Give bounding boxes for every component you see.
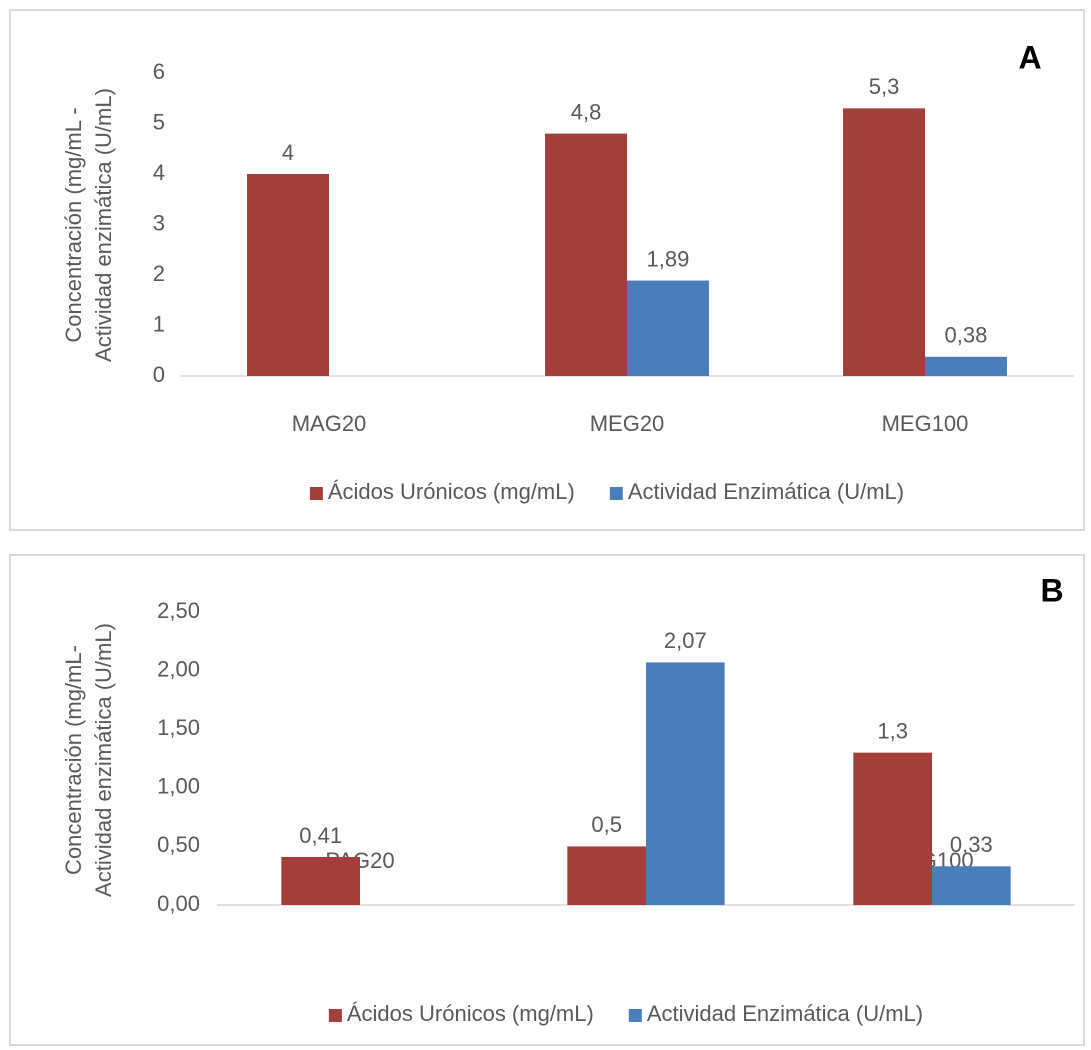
- bar: [627, 280, 709, 376]
- legend-swatch: [309, 487, 323, 500]
- y-tick-label: 0: [153, 362, 165, 387]
- bar: [932, 866, 1011, 905]
- bar: [545, 133, 627, 376]
- data-label: 0,5: [591, 812, 622, 837]
- y-tick-label: 3: [153, 210, 165, 235]
- legend-swatch: [609, 487, 623, 500]
- y-axis-title: Concentración (mg/mL-: [61, 645, 86, 875]
- y-axis-title: Actividad enzimática (U/mL): [91, 88, 116, 362]
- legend-item: Ácidos Urónicos (mg/mL): [328, 1001, 594, 1026]
- legend-label: Ácidos Urónicos (mg/mL): [347, 1001, 594, 1026]
- legend-item: Ácidos Urónicos (mg/mL): [309, 479, 575, 504]
- y-axis-title: Concentración (mg/mL -: [61, 107, 86, 342]
- bar: [247, 174, 329, 376]
- legend-label: Actividad Enzimática (U/mL): [628, 479, 904, 504]
- data-label: 1,3: [877, 718, 908, 743]
- x-tick-label: MEG20: [590, 411, 665, 436]
- y-axis-title: Actividad enzimática (U/mL): [91, 623, 116, 897]
- legend-label: Actividad Enzimática (U/mL): [647, 1001, 923, 1026]
- y-tick-label: 2: [153, 261, 165, 286]
- y-tick-label: 0,00: [157, 891, 200, 916]
- data-label: 4,8: [571, 99, 602, 124]
- y-tick-label: 1,50: [157, 715, 200, 740]
- bar: [843, 108, 925, 376]
- data-label: 5,3: [869, 74, 900, 99]
- data-label: 0,33: [950, 832, 993, 857]
- y-tick-label: 6: [153, 59, 165, 84]
- bar: [567, 846, 646, 905]
- bar: [925, 356, 1007, 376]
- data-label: 0,38: [945, 323, 988, 348]
- y-tick-label: 2,00: [157, 656, 200, 681]
- y-tick-label: 1: [153, 311, 165, 336]
- y-tick-label: 2,50: [157, 598, 200, 623]
- bar: [646, 662, 725, 905]
- legend-label: Ácidos Urónicos (mg/mL): [328, 479, 575, 504]
- y-tick-label: 4: [153, 160, 165, 185]
- bar: [281, 856, 360, 905]
- legend-item: Actividad Enzimática (U/mL): [628, 1001, 923, 1026]
- y-tick-label: 0,50: [157, 832, 200, 857]
- panel-label: A: [1018, 39, 1041, 75]
- panel-label: B: [1040, 572, 1063, 608]
- data-label: 0,41: [299, 823, 342, 848]
- y-tick-label: 1,00: [157, 774, 200, 799]
- data-label: 1,89: [647, 246, 690, 271]
- x-tick-label: MAG20: [292, 411, 367, 436]
- data-label: 2,07: [664, 628, 707, 653]
- data-label: 4: [282, 140, 294, 165]
- bar: [853, 752, 932, 905]
- legend-item: Actividad Enzimática (U/mL): [609, 479, 904, 504]
- y-tick-label: 5: [153, 109, 165, 134]
- legend-swatch: [328, 1009, 342, 1022]
- legend-swatch: [628, 1009, 642, 1022]
- x-tick-label: MEG100: [882, 411, 969, 436]
